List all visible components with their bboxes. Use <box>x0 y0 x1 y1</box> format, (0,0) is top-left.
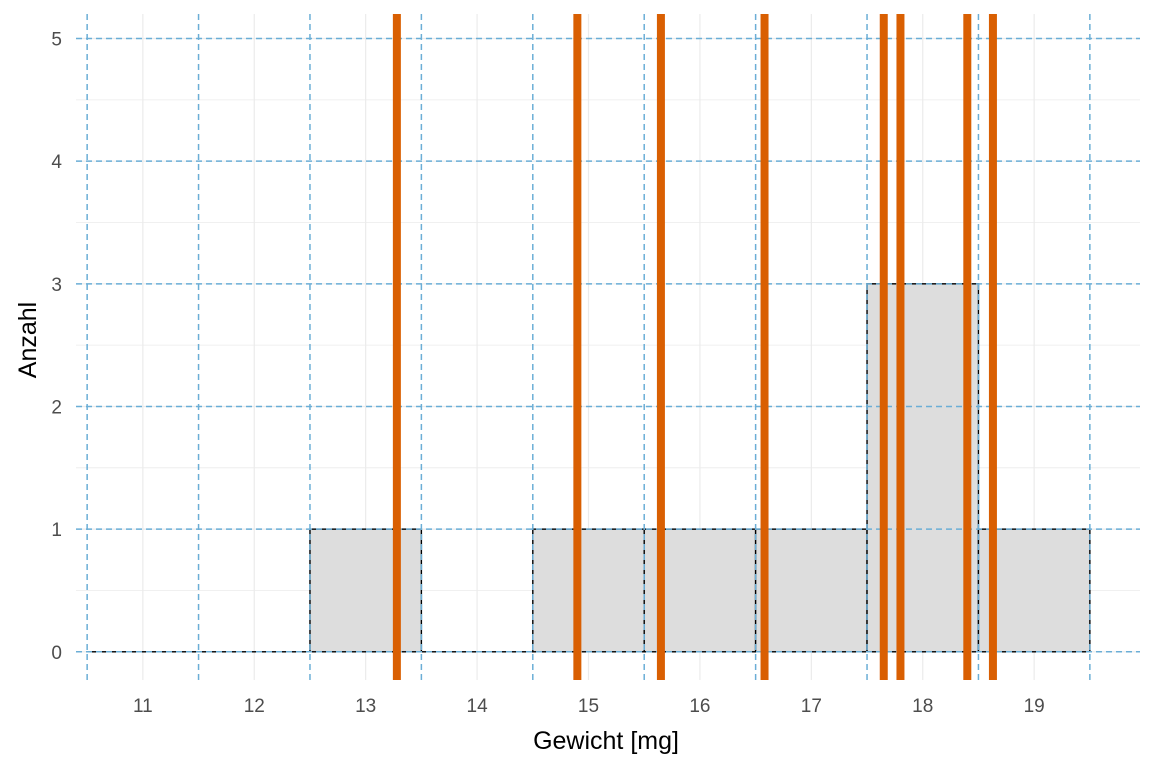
x-tick-label: 12 <box>244 696 265 717</box>
x-tick-label: 13 <box>355 696 376 717</box>
bars-layer <box>86 283 1091 653</box>
y-tick-label: 5 <box>51 30 62 51</box>
observation-lines <box>392 14 997 680</box>
x-tick-label: 11 <box>133 696 153 717</box>
vertical-reference-lines <box>86 14 1091 680</box>
x-tick-label: 19 <box>1024 696 1045 717</box>
histogram-bar <box>532 528 645 653</box>
x-tick-label: 18 <box>912 696 933 717</box>
histogram-bar <box>309 528 423 653</box>
y-axis-title: Anzahl <box>14 302 42 378</box>
x-axis-ticks: 11 12 13 14 15 16 17 18 19 <box>133 696 1045 717</box>
y-axis-ticks: 0 1 2 3 4 5 <box>51 30 62 664</box>
x-tick-label: 16 <box>689 696 710 717</box>
horizontal-reference-lines <box>76 37 1140 653</box>
y-tick-label: 0 <box>51 643 62 664</box>
y-tick-label: 4 <box>51 152 62 173</box>
x-tick-label: 14 <box>467 696 489 717</box>
histogram-bar <box>754 528 868 653</box>
y-tick-label: 2 <box>51 397 62 418</box>
x-tick-label: 15 <box>578 696 599 717</box>
y-tick-label: 3 <box>51 275 62 296</box>
histogram-bar <box>977 528 1091 653</box>
y-tick-label: 1 <box>51 520 62 541</box>
x-axis-title: Gewicht [mg] <box>533 727 679 755</box>
x-tick-label: 17 <box>801 696 822 717</box>
